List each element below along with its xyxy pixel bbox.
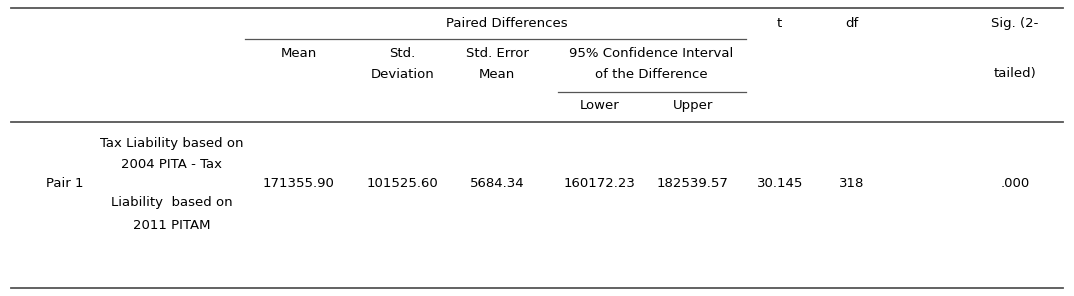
Text: t: t [778,17,782,30]
Text: Tax Liability based on: Tax Liability based on [100,137,244,150]
Text: Std. Error: Std. Error [466,47,528,60]
Text: Pair 1: Pair 1 [46,177,84,190]
Text: 101525.60: 101525.60 [367,177,438,190]
Text: of the Difference: of the Difference [595,67,708,81]
Text: 2011 PITAM: 2011 PITAM [133,219,211,232]
Text: df: df [845,17,858,30]
Text: Mean: Mean [479,67,516,81]
Text: Liability  based on: Liability based on [111,196,233,209]
Text: Mean: Mean [280,47,317,60]
Text: 5684.34: 5684.34 [470,177,524,190]
Text: 30.145: 30.145 [756,177,803,190]
Text: .000: .000 [1000,177,1030,190]
Text: 182539.57: 182539.57 [657,177,728,190]
Text: 2004 PITA - Tax: 2004 PITA - Tax [121,158,222,171]
Text: Paired Differences: Paired Differences [446,17,567,30]
Text: Lower: Lower [579,99,620,112]
Text: 171355.90: 171355.90 [263,177,334,190]
Text: 318: 318 [839,177,865,190]
Text: 95% Confidence Interval: 95% Confidence Interval [569,47,734,60]
Text: Sig. (2-: Sig. (2- [991,17,1039,30]
Text: Upper: Upper [672,99,713,112]
Text: Std.: Std. [390,47,416,60]
Text: tailed): tailed) [993,67,1036,81]
Text: 160172.23: 160172.23 [564,177,635,190]
Text: Deviation: Deviation [371,67,435,81]
